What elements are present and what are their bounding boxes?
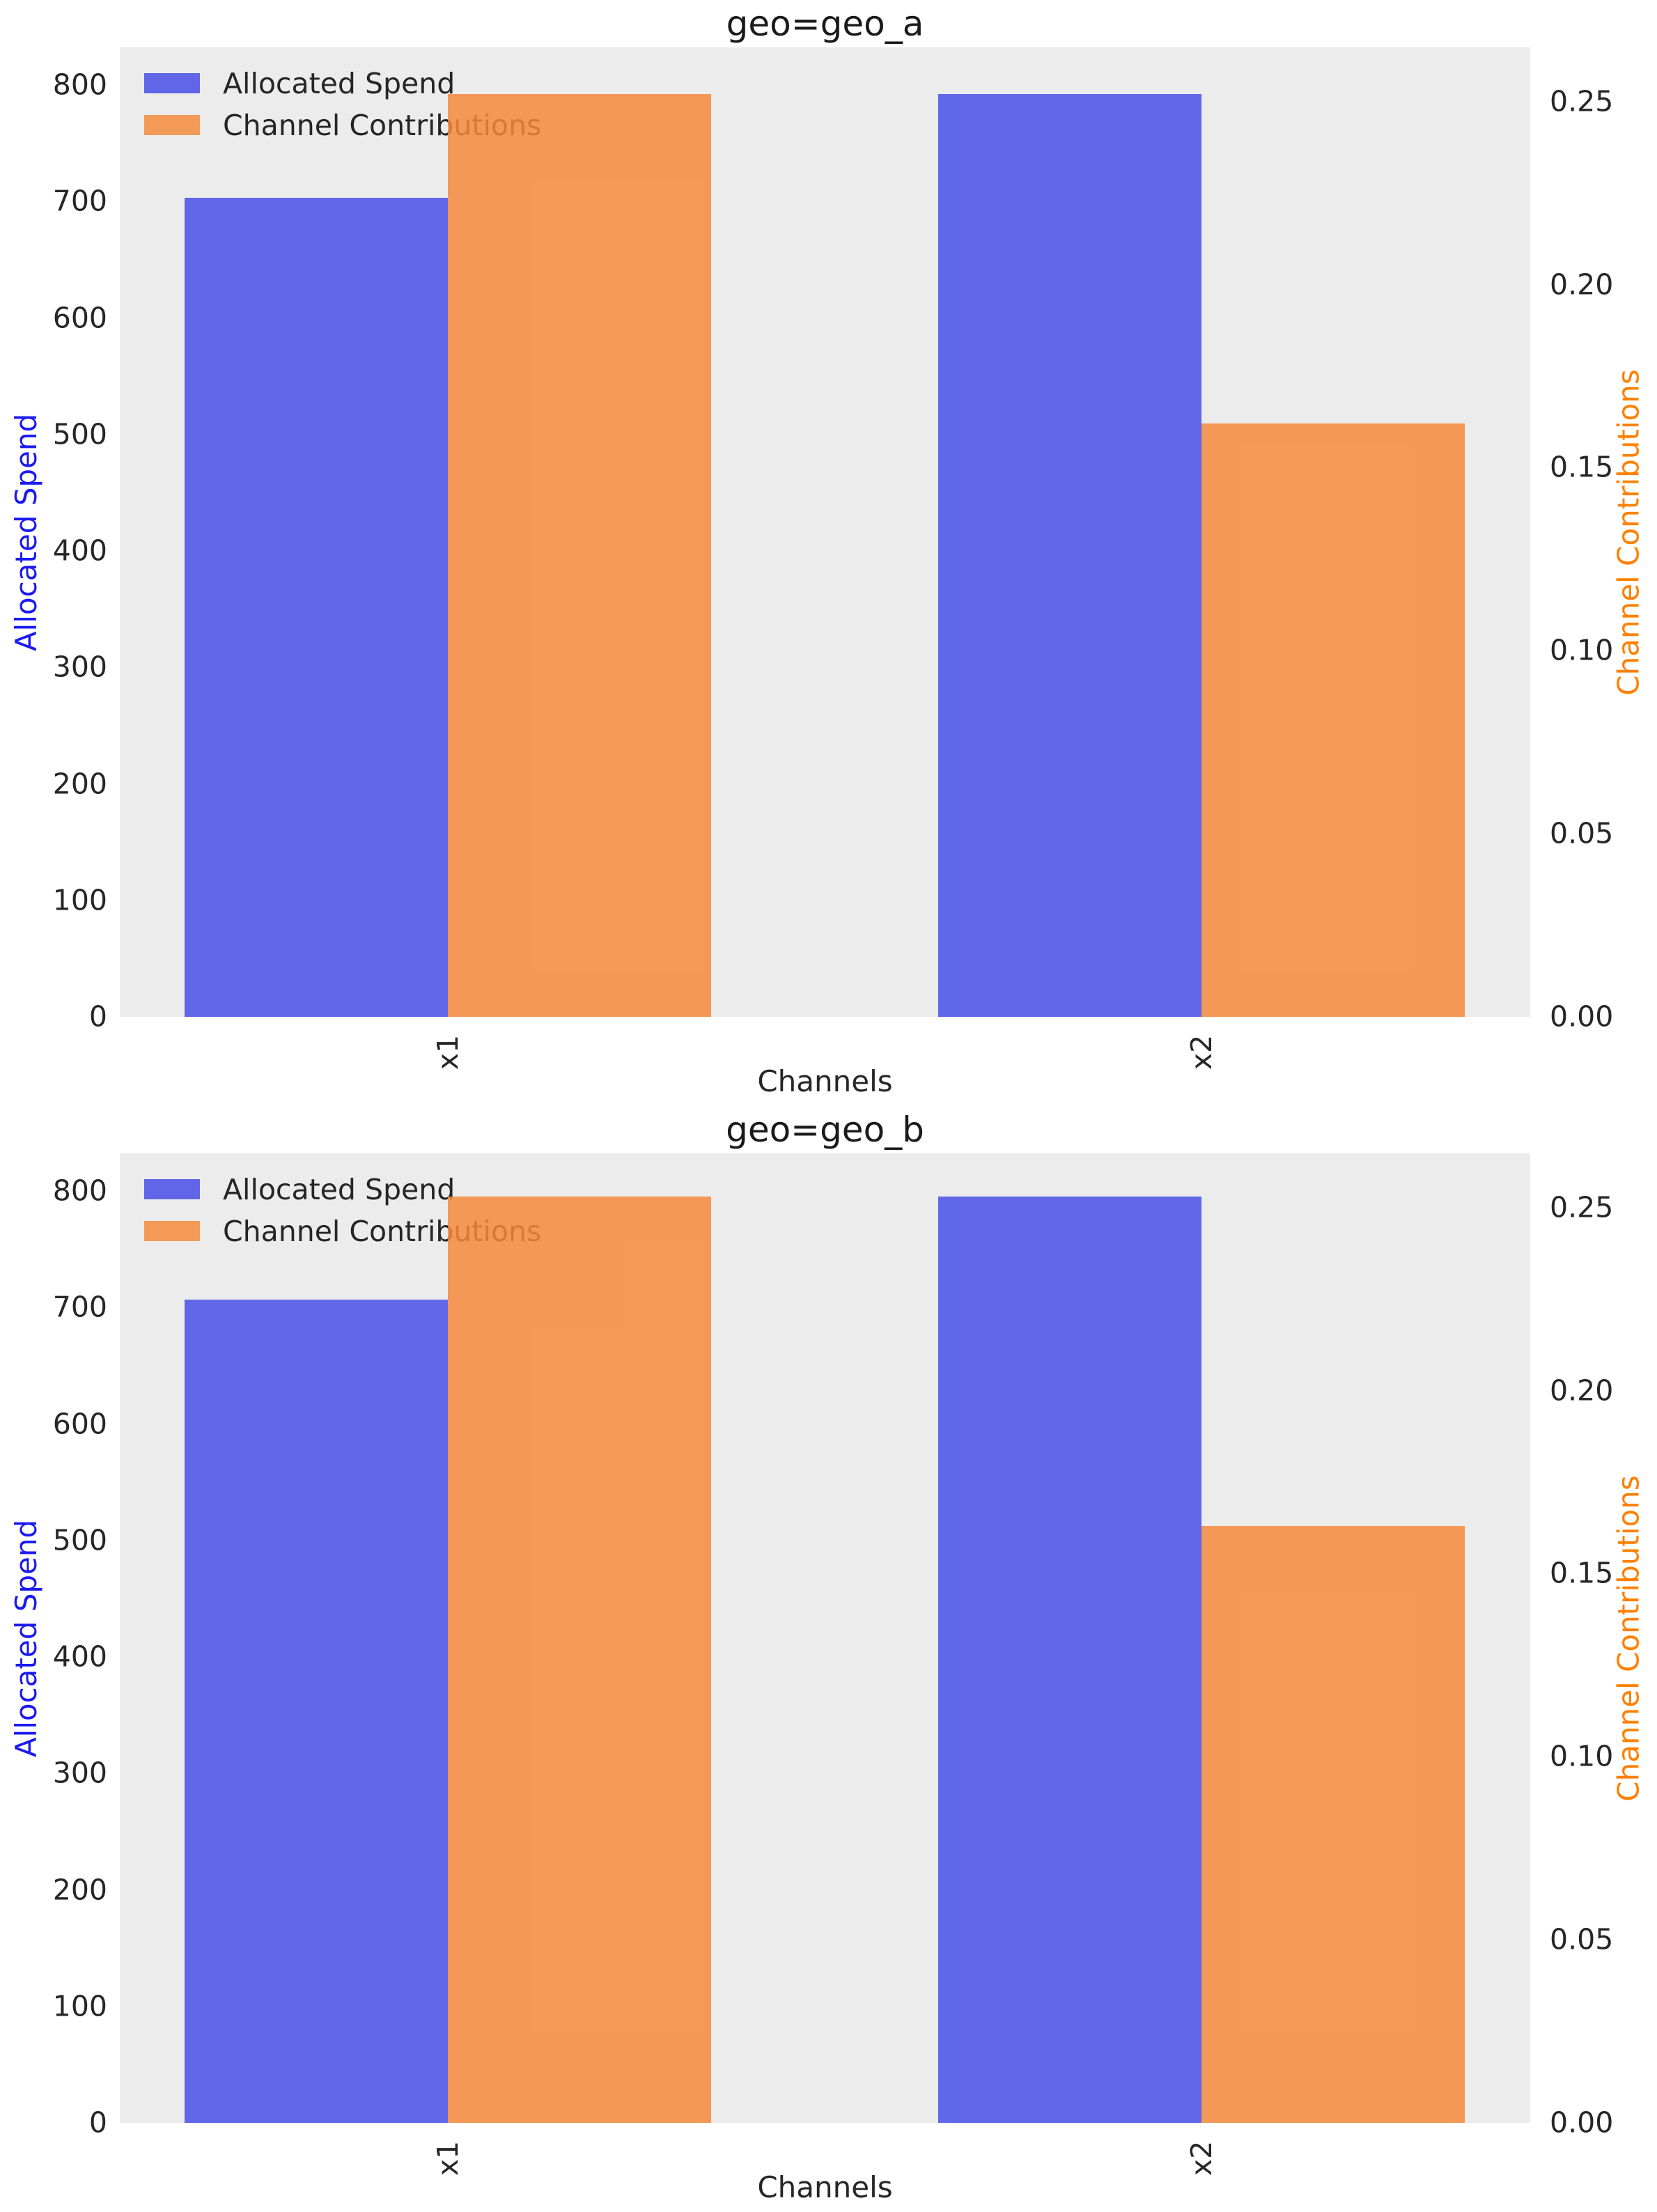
right-y-tick-label: 0.05: [1550, 1922, 1614, 1956]
right-y-tick-label: 0.00: [1550, 999, 1614, 1034]
bar-allocated-spend-x2: [938, 1197, 1201, 2123]
left-y-tick-label: 800: [52, 1174, 107, 1208]
right-y-tick-label: 0.20: [1550, 1373, 1614, 1408]
x-tick-label-x2: x2: [1184, 2140, 1218, 2176]
legend-label-allocated-spend: Allocated Spend: [223, 66, 456, 100]
legend-swatch-allocated-spend-icon: [144, 1179, 200, 1199]
left-y-tick-label: 200: [52, 1873, 107, 1906]
left-y-tick-label: 400: [52, 1639, 107, 1674]
left-y-tick-label: 300: [52, 1756, 107, 1790]
plot-area: Allocated Spend Channel Contributions: [120, 47, 1530, 1017]
left-axis-title-text: Allocated Spend: [9, 1519, 44, 1757]
bar-allocated-spend-x1: [185, 1299, 448, 2123]
x-axis-title: Channels: [757, 1064, 893, 1098]
bar-allocated-spend-x1: [185, 198, 448, 1017]
legend-swatch-channel-contributions-icon: [144, 1221, 200, 1241]
left-y-tick-label: 700: [52, 1290, 107, 1324]
bar-channel-contributions-x2: [1201, 423, 1465, 1017]
x-axis-title: Channels: [757, 2170, 893, 2204]
right-axis-title: Channel Contributions: [1608, 47, 1649, 1017]
left-y-tick-label: 200: [52, 767, 107, 800]
right-y-tick-label: 0.05: [1550, 816, 1614, 850]
right-axis-title: Channel Contributions: [1608, 1153, 1649, 2123]
right-axis-title-text: Channel Contributions: [1611, 1474, 1646, 1802]
x-tick-label-x1: x1: [430, 2140, 465, 2176]
legend-swatch-allocated-spend-icon: [144, 73, 200, 93]
left-y-tick-label: 500: [52, 1523, 107, 1557]
left-y-tick-label: 300: [52, 650, 107, 684]
left-y-tick-label: 0: [88, 2105, 107, 2140]
right-y-tick-label: 0.25: [1550, 84, 1614, 118]
left-y-tick-label: 100: [52, 1989, 107, 2023]
right-y-tick-label: 0.15: [1550, 450, 1614, 484]
left-y-tick-label: 100: [52, 883, 107, 917]
right-y-tick-label: 0.25: [1550, 1190, 1614, 1224]
left-y-tick-label: 600: [52, 301, 107, 335]
legend-item-allocated-spend: Allocated Spend: [144, 1173, 541, 1206]
bar-channel-contributions-x1: [448, 94, 711, 1017]
left-y-tick-label: 0: [88, 999, 107, 1034]
left-y-tick-label: 800: [52, 68, 107, 102]
right-y-tick-label: 0.20: [1550, 267, 1614, 302]
left-y-tick-label: 400: [52, 533, 107, 568]
legend-swatch-channel-contributions-icon: [144, 115, 200, 135]
left-y-tick-label: 500: [52, 417, 107, 451]
subplot-title: geo=geo_a: [726, 3, 924, 44]
left-axis-title-text: Allocated Spend: [9, 413, 44, 651]
right-y-tick-label: 0.10: [1550, 1739, 1614, 1773]
bar-allocated-spend-x2: [938, 94, 1201, 1017]
plot-area: Allocated Spend Channel Contributions: [120, 1153, 1530, 2123]
right-axis-title-text: Channel Contributions: [1611, 368, 1646, 696]
bar-channel-contributions-x2: [1201, 1526, 1465, 2123]
x-tick-label-x1: x1: [430, 1034, 465, 1070]
left-y-tick-label: 600: [52, 1407, 107, 1441]
subplot-geo-b: geo=geo_b Allocated Spend Channel Contri…: [0, 1106, 1657, 2212]
right-y-tick-label: 0.10: [1550, 633, 1614, 667]
left-y-tick-label: 700: [52, 184, 107, 218]
bars-layer: [120, 47, 1530, 1017]
x-tick-label-x2: x2: [1184, 1034, 1218, 1070]
right-y-tick-label: 0.00: [1550, 2105, 1614, 2140]
legend-label-allocated-spend: Allocated Spend: [223, 1172, 456, 1206]
bar-channel-contributions-x1: [448, 1197, 711, 2123]
bars-layer: [120, 1153, 1530, 2123]
subplot-geo-a: geo=geo_a Allocated Spend Channel Contri…: [9, 3, 1649, 1098]
right-y-tick-label: 0.15: [1550, 1556, 1614, 1590]
subplot-title: geo=geo_b: [726, 1109, 924, 1150]
legend-item-allocated-spend: Allocated Spend: [144, 67, 541, 100]
